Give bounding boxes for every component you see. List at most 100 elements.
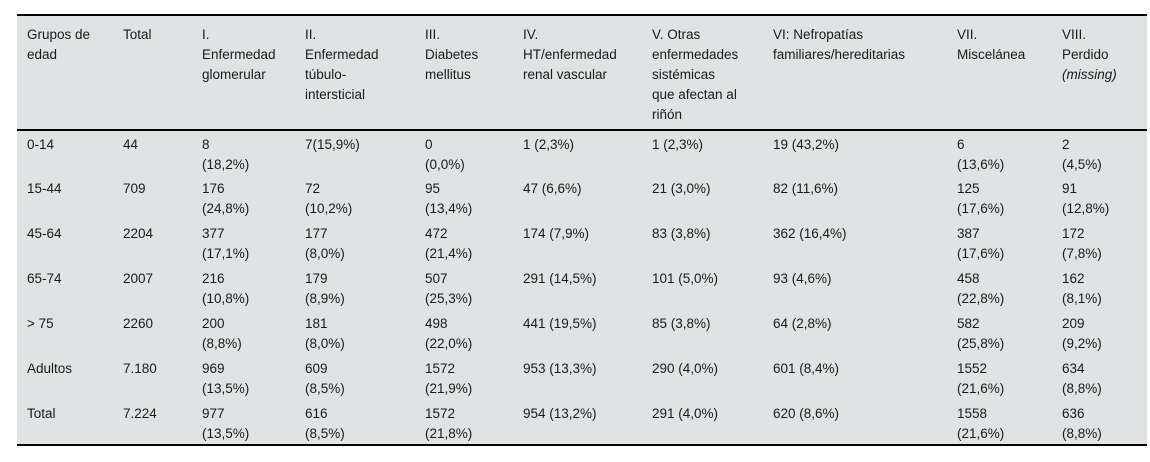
data-cell: 82 (11,6%) [773,181,839,196]
data-cell: 1 (2,3%) [523,137,575,152]
column-header-label: Total [123,27,152,42]
table-container: Grupos de edad Total I. Enfermedad glomeru… [17,14,1147,446]
data-cell: 498 (22,0%) [425,316,473,351]
row-label: 65-74 [27,271,62,286]
data-cell: 101 (5,0%) [652,271,719,286]
data-cell: 47 (6,6%) [523,181,582,196]
data-cell: 8 (18,2%) [202,137,250,172]
data-cell: 1552 (21,6%) [957,361,1005,396]
table-header: Grupos de edad Total I. Enfermedad glomeru… [17,15,1147,131]
data-cell: 181 (8,0%) [305,316,345,351]
data-cell: 6 (13,6%) [957,137,1005,172]
table-row-45-64: 45-64 2204 377 (17,1%) 177 (8,0%) 472 (21,4%… [17,220,1147,265]
data-cell: 636 (8,8%) [1062,406,1102,441]
data-cell: 616 (8,5%) [305,406,345,441]
data-cell: 174 (7,9%) [523,226,590,241]
data-cell: 953 (13,3%) [523,361,597,376]
data-cell: 125 (17,6%) [957,181,1005,216]
table-row-15-44: 15-44 709 176 (24,8%) 72 (10,2%) 95 (13,4%) 4… [17,175,1147,220]
data-cell: 582 (25,8%) [957,316,1005,351]
column-header-enfermedad-tubulo-intersticial: II. Enfermedad túbulo- intersticial [295,15,415,131]
column-header-label: Grupos de edad [27,27,91,62]
column-header-nefropatias-familiares-hereditarias: VI: Nefropatías familiares/hereditarias [763,15,947,131]
table-row-adultos: Adultos 7.180 969 (13,5%) 609 (8,5%) 1572 (2… [17,355,1147,400]
column-header-label: V. Otras enfermedades sistémicas que afe… [652,27,739,122]
data-cell: 162 (8,1%) [1062,271,1102,306]
etiology-by-age-table: Grupos de edad Total I. Enfermedad glomeru… [17,14,1147,446]
row-label: 45-64 [27,226,62,241]
row-label: > 75 [27,316,54,331]
data-cell: 200 (8,8%) [202,316,242,351]
data-cell: 7(15,9%) [305,137,360,152]
column-header-label: II. Enfermedad túbulo- intersticial [305,27,379,102]
row-label: Adultos [27,361,73,376]
row-label: 0-14 [27,137,55,152]
data-cell: 472 (21,4%) [425,226,473,261]
data-cell: 2204 [123,226,154,241]
data-cell: 1572 (21,9%) [425,361,473,396]
column-header-enfermedad-glomerular: I. Enfermedad glomerular [192,15,295,131]
data-cell: 179 (8,9%) [305,271,345,306]
data-cell: 290 (4,0%) [652,361,719,376]
data-cell: 172 (7,8%) [1062,226,1102,261]
column-header-label: III. Diabetes mellitus [425,27,479,82]
data-cell: 620 (8,6%) [773,406,840,421]
column-header-total: Total [113,15,192,131]
data-cell: 458 (22,8%) [957,271,1005,306]
data-cell: 2007 [123,271,154,286]
data-cell: 2 (4,5%) [1062,137,1102,172]
data-cell: 95 (13,4%) [425,181,473,216]
table-row-total: Total 7.224 977 (13,5%) 616 (8,5%) 1572 (21,… [17,400,1147,445]
column-header-otras-enfermedades-sistemicas: V. Otras enfermedades sistémicas que afe… [642,15,763,131]
data-cell: 609 (8,5%) [305,361,345,396]
data-cell: 21 (3,0%) [652,181,711,196]
data-cell: 176 (24,8%) [202,181,250,216]
data-cell: 387 (17,6%) [957,226,1005,261]
column-header-perdido: VIII. Perdido (missing) [1052,15,1147,131]
row-label: Total [27,406,56,421]
data-cell: 634 (8,8%) [1062,361,1102,396]
data-cell: 7.224 [123,406,157,421]
column-header-diabetes-mellitus: III. Diabetes mellitus [415,15,513,131]
row-label: 15-44 [27,181,62,196]
column-header-miscelanea: VII. Miscelánea [947,15,1052,131]
data-cell: 969 (13,5%) [202,361,250,396]
table-row-0-14: 0-14 44 8 (18,2%) 7(15,9%) 0 (0,0%) 1 (2,3%) 1… [17,130,1147,175]
data-cell: 7.180 [123,361,157,376]
data-cell: 977 (13,5%) [202,406,250,441]
missing-note: (missing) [1062,67,1117,82]
data-cell: 216 (10,8%) [202,271,250,306]
data-cell: 64 (2,8%) [773,316,832,331]
data-cell: 1 (2,3%) [652,137,704,152]
data-cell: 507 (25,3%) [425,271,473,306]
data-cell: 1572 (21,8%) [425,406,473,441]
table-body: 0-14 44 8 (18,2%) 7(15,9%) 0 (0,0%) 1 (2,3%) 1… [17,130,1147,445]
data-cell: 177 (8,0%) [305,226,345,261]
column-header-label: VIII. Perdido [1062,27,1109,62]
data-cell: 601 (8,4%) [773,361,840,376]
column-header-ht-enfermedad-renal-vascular: IV. HT/enfermedad renal vascular [513,15,642,131]
data-cell: 954 (13,2%) [523,406,597,421]
header-row: Grupos de edad Total I. Enfermedad glomeru… [17,15,1147,131]
data-cell: 0 (0,0%) [425,137,465,172]
table-row-65-74: 65-74 2007 216 (10,8%) 179 (8,9%) 507 (25,3%… [17,265,1147,310]
data-cell: 209 (9,2%) [1062,316,1102,351]
data-cell: 83 (3,8%) [652,226,711,241]
data-cell: 441 (19,5%) [523,316,597,331]
column-header-label: VII. Miscelánea [957,27,1026,62]
data-cell: 85 (3,8%) [652,316,711,331]
column-header-grupos-de-edad: Grupos de edad [17,15,113,131]
data-cell: 72 (10,2%) [305,181,353,216]
data-cell: 93 (4,6%) [773,271,832,286]
column-header-label: VI: Nefropatías familiares/hereditarias [773,27,906,62]
data-cell: 44 [123,137,139,152]
data-cell: 91 (12,8%) [1062,181,1110,216]
data-cell: 709 [123,181,146,196]
data-cell: 377 (17,1%) [202,226,250,261]
data-cell: 19 (43,2%) [773,137,840,152]
column-header-label: I. Enfermedad glomerular [202,27,276,82]
table-row-mayor-75: > 75 2260 200 (8,8%) 181 (8,0%) 498 (22,0%) 4… [17,310,1147,355]
data-cell: 291 (14,5%) [523,271,597,286]
data-cell: 362 (16,4%) [773,226,847,241]
data-cell: 2260 [123,316,154,331]
